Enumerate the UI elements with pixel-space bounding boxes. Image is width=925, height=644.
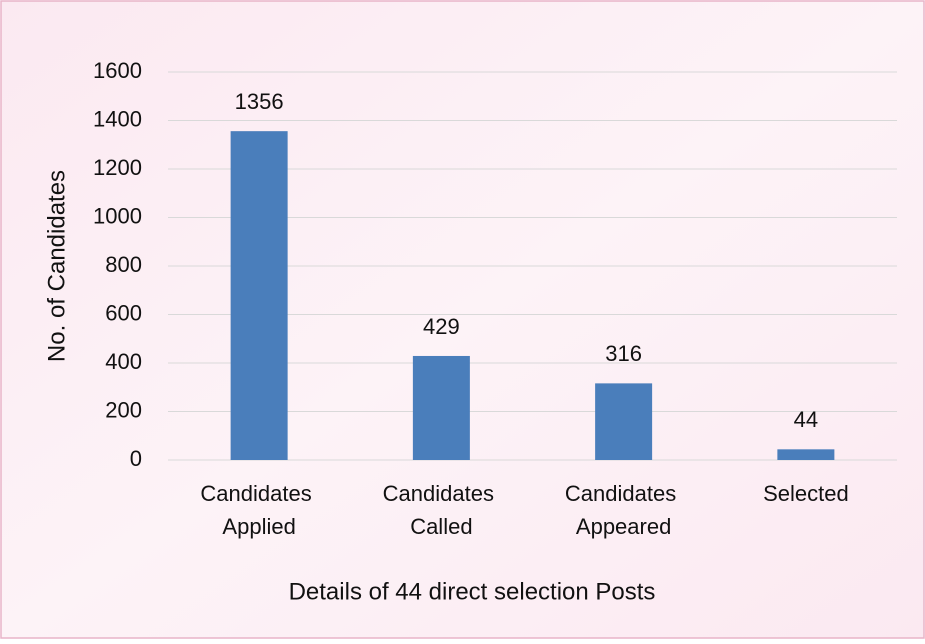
bar	[777, 449, 835, 460]
x-axis-title: Details of 44 direct selection Posts	[289, 578, 656, 605]
y-tick-label: 600	[105, 300, 142, 325]
y-axis-title: No. of Candidates	[43, 170, 70, 362]
bar	[595, 383, 653, 460]
y-tick-label: 200	[105, 397, 142, 422]
bar	[412, 355, 470, 460]
bar	[230, 131, 288, 461]
y-tick-label: 400	[105, 349, 142, 374]
y-tick-label: 1200	[93, 155, 142, 180]
data-label: 44	[794, 407, 818, 432]
data-label: 429	[423, 314, 460, 339]
data-label: 1356	[235, 89, 284, 114]
y-tick-label: 800	[105, 252, 142, 277]
y-tick-label: 0	[130, 446, 142, 471]
x-tick-label: Candidates Appeared	[565, 481, 682, 539]
x-tick-label: Selected	[763, 481, 849, 506]
x-tick-label: Candidates Called	[383, 481, 500, 539]
data-label: 316	[605, 341, 642, 366]
y-tick-label: 1000	[93, 203, 142, 228]
x-tick-label: Candidates Applied	[200, 481, 317, 539]
y-tick-label: 1600	[93, 58, 142, 83]
y-tick-label: 1400	[93, 106, 142, 131]
